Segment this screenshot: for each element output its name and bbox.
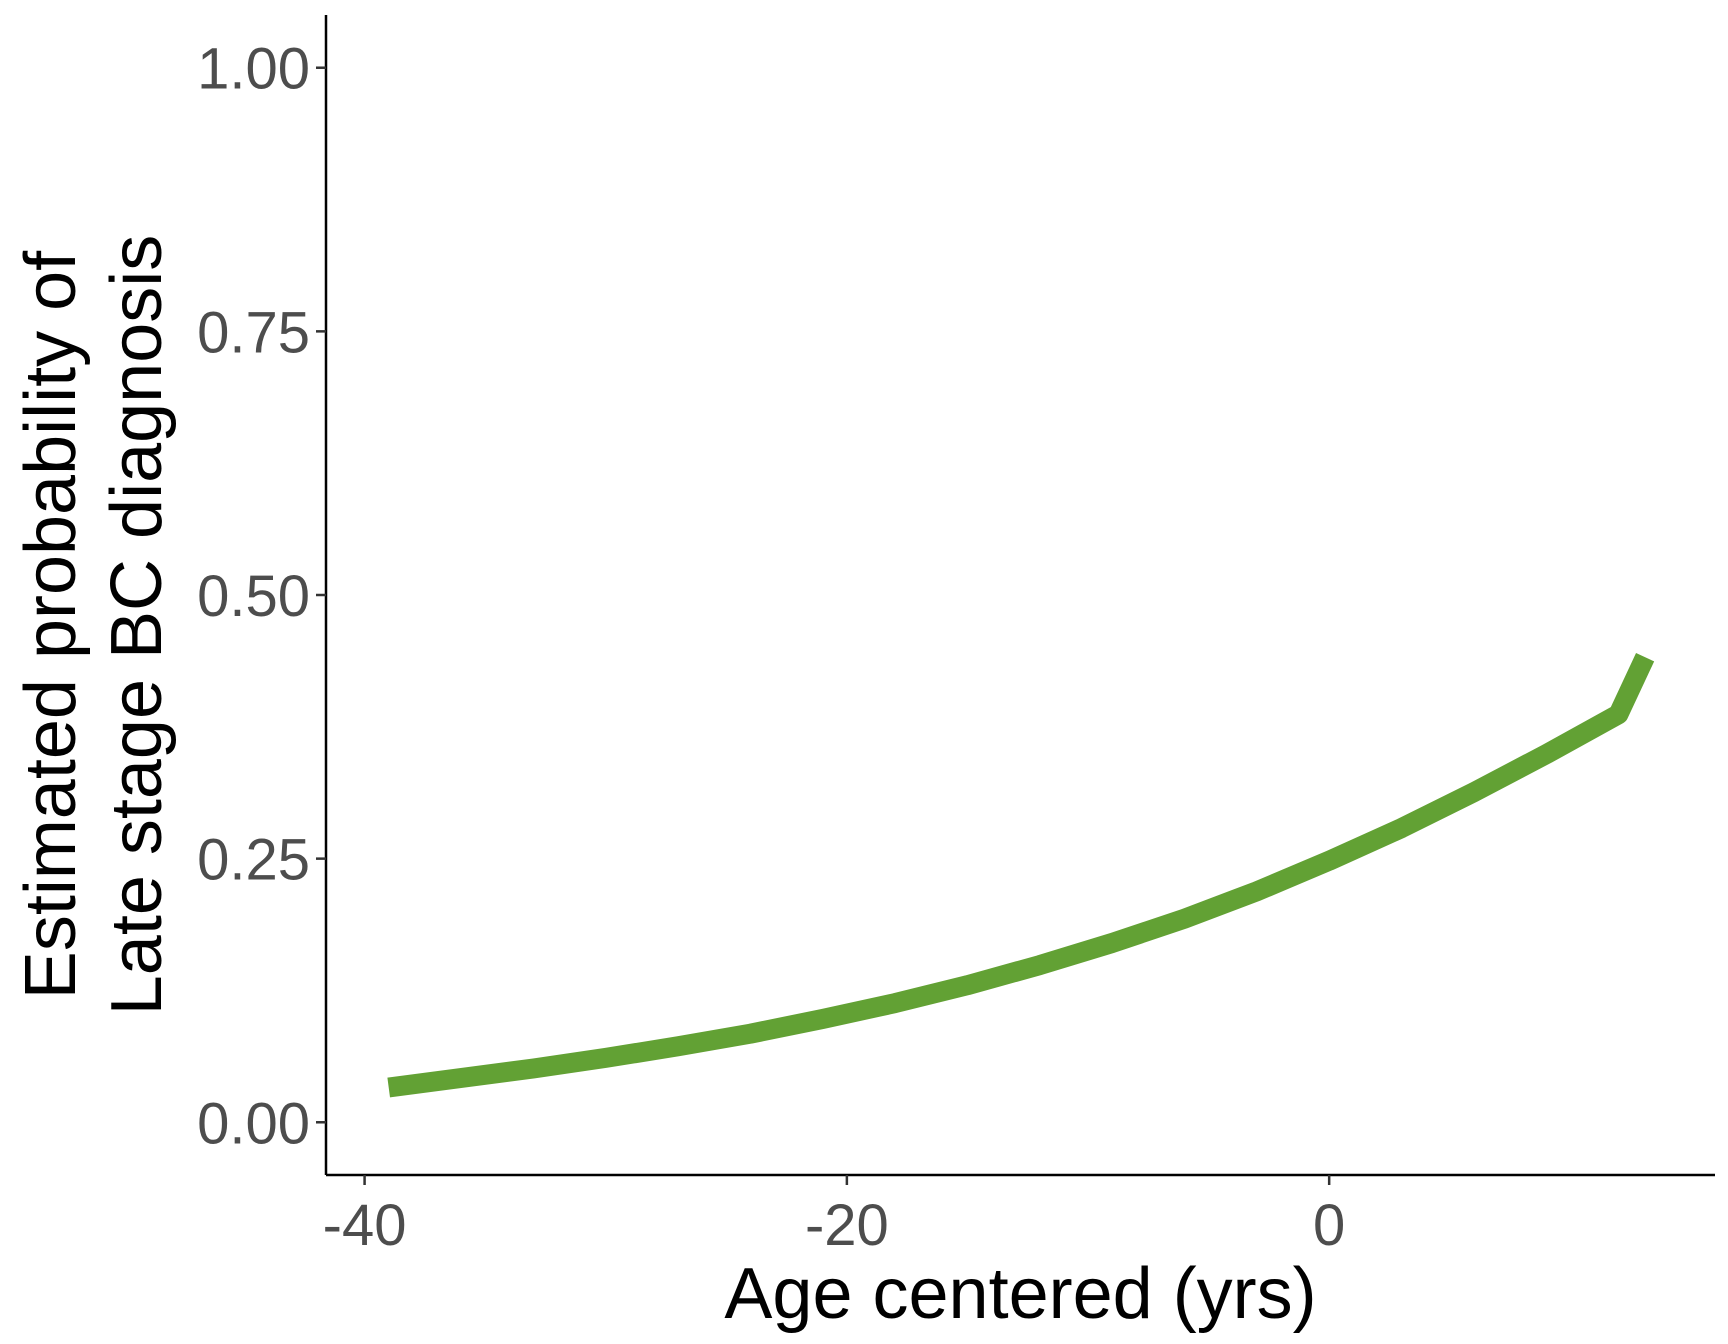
x-axis-ticks: -40 -20 0 [323,1175,1345,1258]
y-tick-label: 1.00 [197,37,310,102]
y-tick-label: 0.75 [197,300,310,365]
y-axis-title-line: Estimated probability of [11,250,91,999]
plot-area [387,652,1655,1098]
x-axis-title: Age centered (yrs) [724,1254,1316,1334]
y-axis-ticks: 0.00 0.25 0.50 0.75 1.00 [197,37,326,1156]
y-tick-label: 0.00 [197,1091,310,1156]
x-tick-label: 0 [1313,1193,1345,1258]
y-tick-label: 0.50 [197,564,310,629]
x-tick-label: -20 [805,1193,889,1258]
series-line [387,652,1655,1098]
y-axis-title-line: Late stage BC diagnosis [97,235,177,1016]
x-tick-label: -40 [323,1193,407,1258]
y-tick-label: 0.25 [197,828,310,893]
